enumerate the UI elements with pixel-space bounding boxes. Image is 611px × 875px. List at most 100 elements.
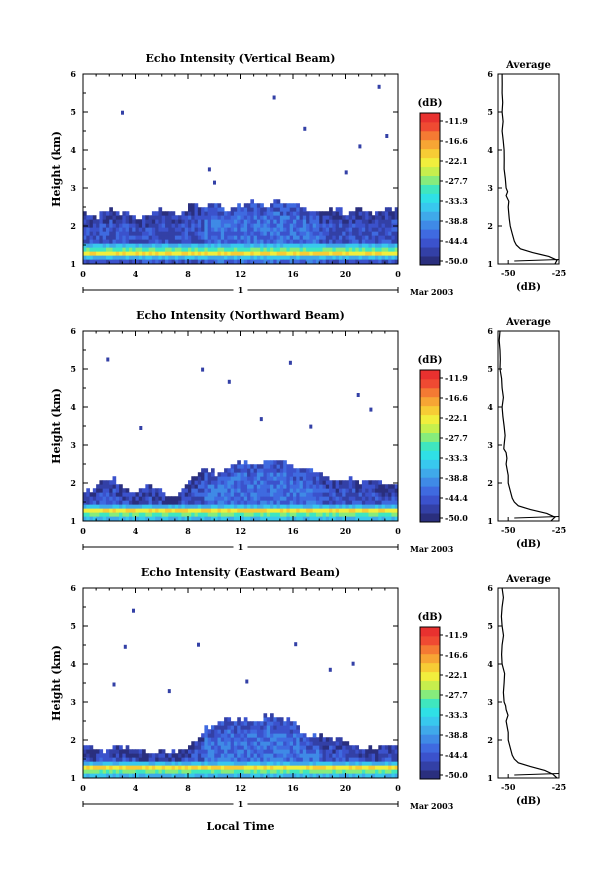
- echo-cell: [201, 227, 205, 232]
- echo-cell: [138, 761, 143, 766]
- average-y-tick-label: 1: [487, 773, 493, 783]
- average-frame: [497, 587, 560, 779]
- echo-cell: [309, 773, 314, 778]
- echo-cell: [384, 500, 389, 505]
- echo-cell: [263, 508, 268, 513]
- x-tick-label: 12: [235, 783, 246, 793]
- echo-cell: [174, 243, 179, 248]
- echo-cell: [220, 729, 225, 734]
- echo-cell: [325, 211, 330, 216]
- echo-cell: [384, 769, 389, 774]
- echo-cell: [207, 227, 212, 232]
- echo-cell: [322, 484, 327, 489]
- echo-cell: [247, 215, 251, 220]
- echo-cell: [168, 259, 172, 264]
- colorbar-tick-label: -11.9: [445, 116, 468, 126]
- echo-cell: [243, 773, 248, 778]
- echo-cell: [161, 259, 166, 264]
- echo-cell: [299, 223, 304, 228]
- echo-cell: [92, 773, 97, 778]
- echo-cell: [332, 259, 337, 264]
- echo-cell: [194, 476, 199, 481]
- echo-cell: [306, 255, 310, 260]
- echo-cell: [306, 773, 310, 778]
- echo-cell: [142, 773, 146, 778]
- echo-cell: [194, 207, 199, 212]
- echo-cell: [125, 247, 130, 252]
- echo-cell: [155, 243, 159, 248]
- echo-cell: [132, 504, 136, 509]
- echo-cell: [299, 745, 304, 750]
- echo-cell: [361, 773, 366, 778]
- echo-cell: [276, 512, 281, 517]
- echo-cell: [233, 207, 238, 212]
- echo-cell: [230, 745, 235, 750]
- echo-cell: [148, 251, 153, 256]
- echo-cell: [230, 472, 235, 477]
- x-tick-label: 20: [340, 783, 352, 793]
- echo-cell: [145, 223, 150, 228]
- colorbar-swatch: [420, 184, 440, 194]
- echo-cell: [348, 765, 353, 770]
- echo-cell: [230, 476, 235, 481]
- echo-cell: [253, 211, 258, 216]
- echo-cell: [283, 235, 287, 240]
- echo-cell: [138, 255, 143, 260]
- echo-cell: [315, 223, 320, 228]
- echo-cell: [329, 247, 333, 252]
- echo-cell: [128, 235, 133, 240]
- echo-cell: [243, 468, 248, 473]
- echo-cell: [240, 235, 245, 240]
- echo-cell: [132, 608, 135, 613]
- echo-cell: [306, 769, 310, 774]
- echo-cell: [188, 492, 192, 497]
- echo-cell: [240, 741, 245, 746]
- echo-cell: [138, 516, 143, 521]
- echo-cell: [230, 255, 235, 260]
- echo-cell: [197, 231, 202, 236]
- echo-cell: [99, 769, 104, 774]
- echo-cell: [276, 496, 281, 501]
- echo-cell: [266, 745, 271, 750]
- echo-cell: [329, 773, 333, 778]
- echo-cell: [128, 219, 133, 224]
- echo-cell: [283, 239, 287, 244]
- colorbar-swatch: [420, 450, 440, 460]
- x-tick-label: 12: [235, 526, 246, 536]
- echo-cell: [315, 745, 320, 750]
- echo-cell: [142, 243, 146, 248]
- echo-cell: [276, 745, 281, 750]
- echo-cell: [332, 239, 337, 244]
- echo-cell: [240, 476, 245, 481]
- echo-cell: [227, 227, 232, 232]
- echo-cell: [250, 476, 255, 481]
- echo-cell: [237, 247, 241, 252]
- echo-cell: [165, 773, 169, 778]
- echo-cell: [260, 769, 264, 774]
- echo-cell: [247, 504, 251, 509]
- echo-cell: [247, 761, 251, 766]
- echo-cell: [329, 255, 333, 260]
- echo-cell: [99, 504, 104, 509]
- echo-cell: [256, 721, 261, 726]
- echo-cell: [384, 484, 389, 489]
- echo-cell: [148, 484, 153, 489]
- y-tick-label: 5: [70, 107, 76, 117]
- echo-cell: [96, 243, 100, 248]
- echo-cell: [253, 500, 258, 505]
- echo-cell: [296, 468, 300, 473]
- colorbar-swatch: [420, 193, 440, 203]
- echo-cell: [302, 207, 307, 212]
- echo-cell: [384, 773, 389, 778]
- echo-cell: [289, 757, 294, 762]
- echo-cell: [394, 259, 399, 264]
- echo-cell: [201, 488, 205, 493]
- echo-cell: [322, 247, 327, 252]
- echo-cell: [283, 500, 287, 505]
- echo-cell: [325, 223, 330, 228]
- echo-cell: [263, 717, 268, 722]
- echo-cell: [273, 460, 277, 465]
- echo-cell: [365, 512, 369, 517]
- echo-cell: [227, 255, 232, 260]
- echo-cell: [135, 492, 140, 497]
